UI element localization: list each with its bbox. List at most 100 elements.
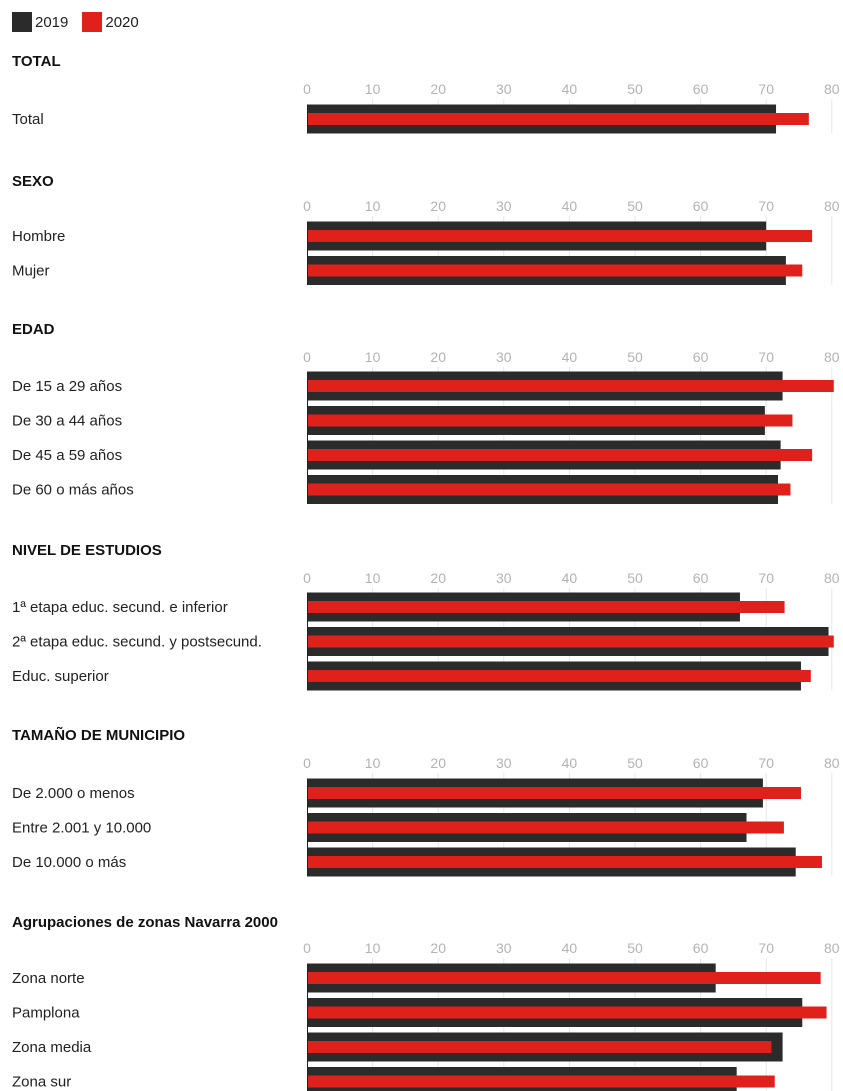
tick-label: 50: [627, 570, 643, 586]
bar-2020: [307, 856, 822, 868]
category-label: Pamplona: [12, 1005, 80, 1022]
category-label: Educ. superior: [12, 668, 109, 685]
tick-label: 50: [627, 940, 643, 956]
tick-label: 60: [693, 198, 709, 214]
tick-label: 30: [496, 81, 512, 97]
category-label: Entre 2.001 y 10.000: [12, 820, 151, 837]
bar-2020: [307, 230, 813, 242]
tick-label: 20: [430, 198, 446, 214]
section-title: TAMAÑO DE MUNICIPIO: [12, 726, 185, 744]
tick-label: 80: [824, 198, 840, 214]
bar-2020: [307, 972, 821, 984]
bar-2020: [307, 113, 809, 125]
tick-label: 70: [758, 198, 774, 214]
tick-label: 10: [365, 570, 381, 586]
category-label: De 60 o más años: [12, 482, 134, 499]
bar-2020: [307, 483, 791, 496]
bar-2020: [307, 449, 813, 461]
legend-item-2019: 2019: [12, 12, 68, 32]
tick-label: 0: [303, 81, 311, 97]
bar-2020: [307, 1041, 772, 1053]
tick-label: 40: [562, 81, 578, 97]
tick-label: 70: [758, 81, 774, 97]
bar-2020: [307, 1075, 775, 1088]
tick-label: 60: [693, 349, 709, 365]
tick-label: 70: [758, 349, 774, 365]
section-title: SEXO: [12, 173, 54, 190]
legend-swatch-2020: [82, 12, 103, 32]
tick-label: 70: [758, 570, 774, 586]
section-title: Agrupaciones de zonas Navarra 2000: [12, 914, 278, 931]
bar-2020: [307, 380, 834, 392]
tick-label: 30: [496, 570, 512, 586]
tick-label: 30: [496, 198, 512, 214]
tick-label: 60: [693, 755, 709, 771]
tick-label: 40: [562, 940, 578, 956]
tick-label: 60: [693, 940, 709, 956]
bar-2020: [307, 821, 784, 834]
bar-2020: [307, 670, 811, 682]
category-label: De 15 a 29 años: [12, 378, 122, 395]
chart-legend: 2019 2020: [12, 12, 153, 32]
tick-label: 40: [562, 570, 578, 586]
category-label: Zona norte: [12, 970, 85, 987]
section-title: EDAD: [12, 321, 55, 338]
bar-2020: [307, 414, 793, 427]
tick-label: 20: [430, 349, 446, 365]
category-label: De 45 a 59 años: [12, 447, 122, 464]
tick-label: 30: [496, 349, 512, 365]
category-label: De 30 a 44 años: [12, 413, 122, 430]
tick-label: 20: [430, 81, 446, 97]
tick-label: 80: [824, 570, 840, 586]
category-label: Total: [12, 111, 44, 128]
tick-label: 10: [365, 81, 381, 97]
tick-label: 50: [627, 349, 643, 365]
tick-label: 20: [430, 940, 446, 956]
category-label: 1ª etapa educ. secund. e inferior: [12, 599, 228, 616]
category-label: Hombre: [12, 228, 65, 245]
category-label: De 2.000 o menos: [12, 785, 135, 802]
tick-label: 10: [365, 940, 381, 956]
tick-label: 50: [627, 755, 643, 771]
tick-label: 20: [430, 755, 446, 771]
category-label: 2ª etapa educ. secund. y postsecund.: [12, 634, 262, 651]
tick-label: 0: [303, 940, 311, 956]
tick-label: 30: [496, 940, 512, 956]
bar-2020: [307, 635, 834, 648]
tick-label: 70: [758, 940, 774, 956]
tick-label: 10: [365, 755, 381, 771]
tick-label: 0: [303, 755, 311, 771]
tick-label: 30: [496, 755, 512, 771]
bar-2020: [307, 601, 785, 613]
category-label: Zona sur: [12, 1074, 71, 1091]
bar-2020: [307, 264, 803, 277]
legend-item-2020: 2020: [82, 12, 139, 32]
legend-swatch-2019: [12, 12, 32, 32]
category-label: Zona media: [12, 1039, 92, 1056]
tick-label: 40: [562, 349, 578, 365]
tick-label: 0: [303, 570, 311, 586]
category-label: De 10.000 o más: [12, 854, 126, 871]
tick-label: 80: [824, 755, 840, 771]
tick-label: 60: [693, 81, 709, 97]
section-title: TOTAL: [12, 53, 61, 70]
legend-label-2019: 2019: [35, 13, 69, 31]
tick-label: 70: [758, 755, 774, 771]
tick-label: 80: [824, 940, 840, 956]
tick-label: 50: [627, 81, 643, 97]
tick-label: 20: [430, 570, 446, 586]
tick-label: 10: [365, 349, 381, 365]
tick-label: 40: [562, 198, 578, 214]
tick-label: 10: [365, 198, 381, 214]
tick-label: 40: [562, 755, 578, 771]
legend-label-2020: 2020: [105, 13, 139, 31]
tick-label: 0: [303, 198, 311, 214]
tick-label: 80: [824, 349, 840, 365]
tick-label: 80: [824, 81, 840, 97]
tick-label: 60: [693, 570, 709, 586]
bar-2020: [307, 787, 801, 799]
tick-label: 0: [303, 349, 311, 365]
tick-label: 50: [627, 198, 643, 214]
bar-2020: [307, 1006, 827, 1019]
